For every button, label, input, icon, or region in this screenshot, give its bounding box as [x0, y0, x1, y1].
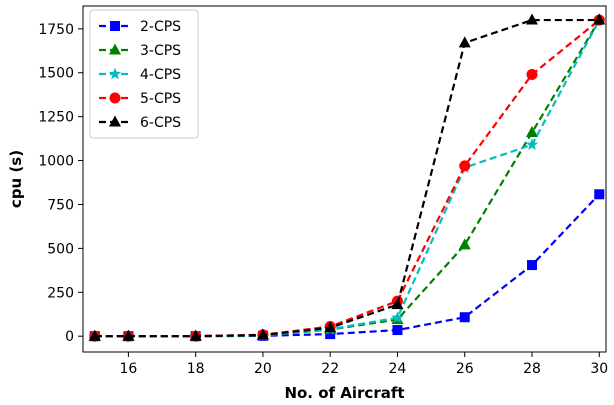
x-tick-label: 28 [523, 361, 541, 377]
legend-box [89, 9, 199, 139]
legend-marker-6-cps [109, 115, 121, 127]
data-point-2-cps [459, 312, 470, 323]
x-tick-label: 30 [590, 361, 608, 377]
x-tick-label: 22 [321, 361, 339, 377]
data-point-3-cps [458, 238, 471, 250]
y-tick-label: 0 [65, 329, 74, 345]
series-2-cps [89, 189, 605, 342]
data-point-5-cps [526, 68, 538, 80]
legend-entry-4-cps: 4-CPS [99, 67, 181, 83]
y-tick-label: 1500 [38, 66, 74, 82]
data-point-6-cps [391, 298, 404, 310]
x-tick-label: 20 [254, 361, 272, 377]
legend-label-4-cps: 4-CPS [140, 67, 181, 83]
legend-label-5-cps: 5-CPS [140, 91, 181, 107]
legend-marker-5-cps [109, 92, 121, 104]
y-axis-label: cpu (s) [7, 150, 25, 208]
y-tick-label: 250 [47, 285, 74, 301]
data-point-2-cps [594, 189, 605, 200]
legend-entry-6-cps: 6-CPS [99, 115, 181, 131]
legend-label-6-cps: 6-CPS [140, 115, 181, 131]
y-tick-label: 1250 [38, 110, 74, 126]
legend-entry-3-cps: 3-CPS [99, 43, 181, 59]
data-point-5-cps [459, 160, 471, 172]
y-tick-label: 1000 [38, 154, 74, 170]
data-point-6-cps [593, 13, 606, 25]
series-line-2-cps [94, 193, 601, 338]
y-tick-label: 1750 [38, 22, 74, 38]
legend-label-2-cps: 2-CPS [140, 19, 181, 35]
data-point-6-cps [189, 329, 202, 341]
data-point-4-cps [525, 138, 539, 151]
data-point-2-cps [392, 325, 403, 336]
legend-marker-3-cps [109, 43, 121, 55]
data-point-6-cps [324, 321, 337, 333]
data-point-6-cps [256, 328, 269, 340]
legend-marker-4-cps [108, 67, 122, 80]
data-point-3-cps [526, 125, 539, 137]
x-axis-label: No. of Aircraft [284, 384, 404, 402]
y-tick-label: 500 [47, 241, 74, 257]
data-point-4-cps [391, 311, 404, 324]
legend: 2-CPS 3-CPS 4-CPS 5-CPS 6-CPS [89, 9, 199, 139]
legend-entry-5-cps: 5-CPS [99, 91, 181, 107]
data-point-2-cps [325, 329, 336, 340]
x-tick-label: 24 [389, 361, 407, 377]
series-6-cps [88, 13, 606, 341]
data-point-2-cps [527, 260, 538, 271]
plot-marks [88, 13, 606, 342]
legend-marker-2-cps [110, 21, 120, 31]
plot-frame [82, 5, 607, 353]
y-axis-ticks: 0 250 500 750 1000 1250 1500 1750 [38, 22, 83, 345]
data-point-6-cps [122, 329, 135, 341]
legend-label-3-cps: 3-CPS [140, 43, 181, 59]
y-tick-label: 750 [47, 197, 74, 213]
data-point-6-cps [88, 329, 101, 341]
data-point-6-cps [526, 13, 539, 25]
legend-entry-2-cps: 2-CPS [99, 19, 181, 35]
x-tick-label: 16 [119, 361, 137, 377]
x-tick-label: 26 [456, 361, 474, 377]
x-axis-ticks: 16 18 20 22 24 26 28 30 [119, 352, 608, 377]
data-point-6-cps [458, 36, 471, 48]
x-tick-label: 18 [187, 361, 205, 377]
